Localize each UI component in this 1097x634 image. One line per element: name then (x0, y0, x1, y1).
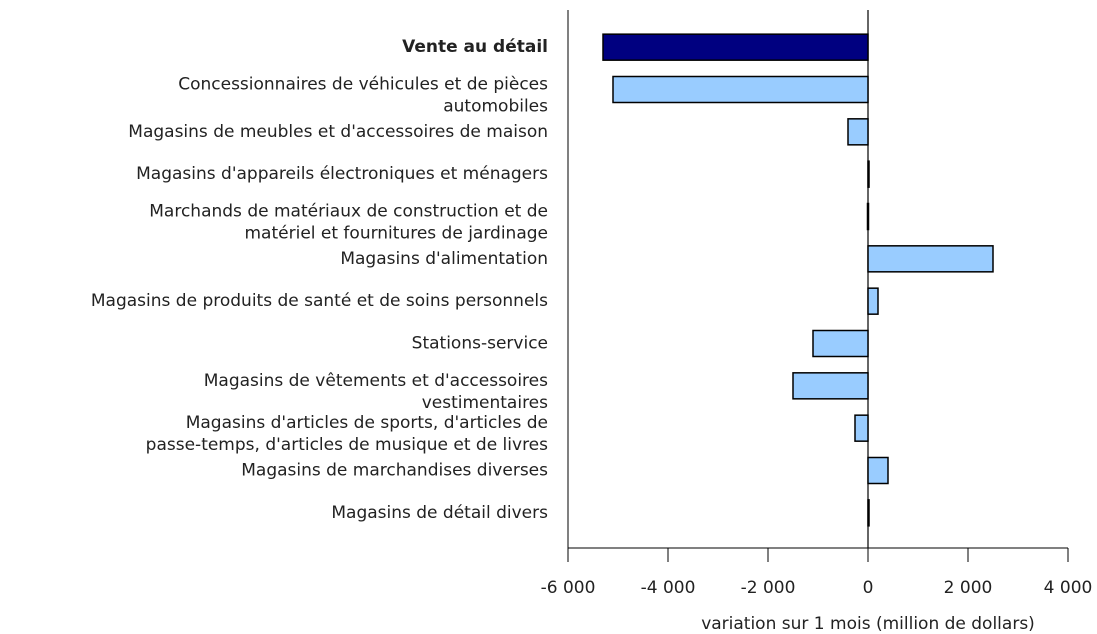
bar (866, 202, 870, 231)
bar (867, 160, 870, 188)
bar (867, 456, 889, 485)
bar (847, 118, 869, 146)
x-axis-label: variation sur 1 mois (million de dollars… (701, 614, 1035, 634)
category-label: Magasins de marchandises diverses (241, 461, 548, 481)
x-tick-label: -2 000 (741, 578, 796, 598)
category-label: Magasins de détail divers (331, 503, 548, 523)
category-label: Magasins d'articles de sports, d'article… (146, 413, 548, 455)
category-label: Magasins de vêtements et d'accessoires ve… (204, 371, 548, 413)
category-label: Vente au détail (402, 37, 548, 57)
bar (867, 287, 879, 315)
bar (867, 245, 994, 273)
category-label: Magasins de meubles et d'accessoires de … (128, 122, 548, 142)
x-tick-label: 2 000 (944, 578, 993, 598)
bar (792, 372, 869, 400)
x-tick-label: -4 000 (641, 578, 696, 598)
bar (867, 499, 870, 527)
x-tick-label: -6 000 (541, 578, 596, 598)
bar (602, 33, 869, 61)
category-label: Stations-service (412, 334, 548, 354)
bar (612, 75, 869, 104)
category-label: Magasins d'appareils électroniques et mé… (136, 164, 548, 184)
bar (812, 329, 869, 358)
category-label: Marchands de matériaux de construction e… (149, 202, 548, 244)
category-label: Concessionnaires de véhicules et de pièc… (178, 75, 548, 117)
category-label: Magasins d'alimentation (340, 249, 548, 269)
category-label: Magasins de produits de santé et de soin… (91, 291, 548, 311)
bar (854, 414, 869, 442)
x-tick-label: 0 (863, 578, 874, 598)
x-tick-label: 4 000 (1044, 578, 1093, 598)
